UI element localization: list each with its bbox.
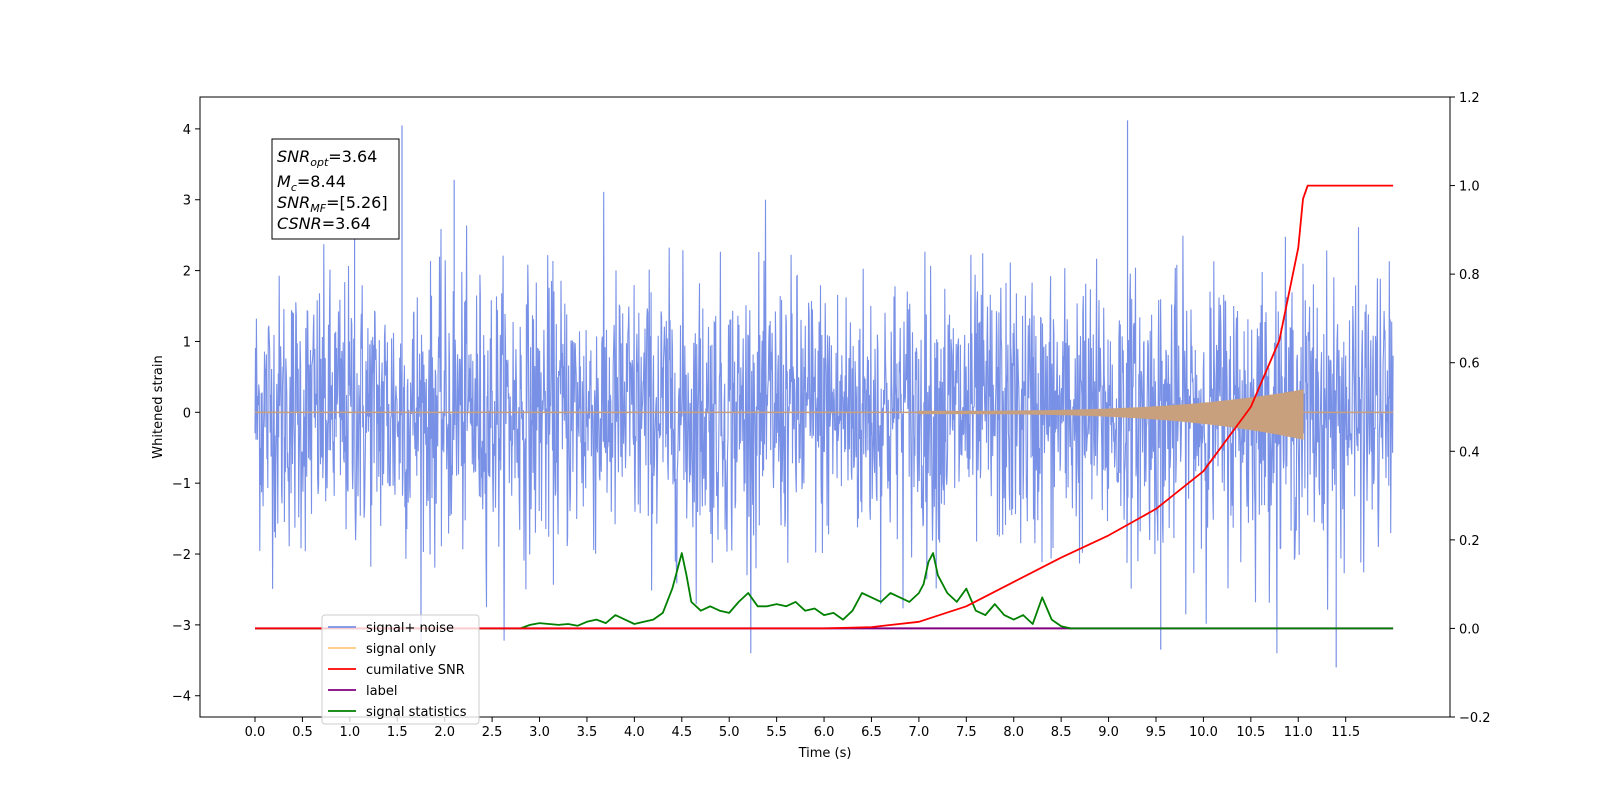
x-tick-label: 1.5 [387, 725, 408, 740]
info-box: SNRopt=3.64 Mc=8.44 SNRMF=[5.26] CSNR=3.… [271, 138, 400, 240]
y-tick-label: −1 [172, 477, 191, 492]
y-axis-ticks: −4 −3 −2 −1 0 1 2 3 4 [172, 123, 200, 705]
x-tick-label: 10.5 [1236, 725, 1265, 740]
x-axis-label: Time (s) [798, 746, 852, 761]
y-tick-label: 3 [183, 194, 191, 209]
y-axis-label: Whitened strain [151, 355, 166, 458]
x-tick-label: 2.5 [482, 725, 503, 740]
x-tick-label: 9.0 [1098, 725, 1119, 740]
mc-sub: c [291, 181, 297, 194]
x-tick-label: 5.5 [766, 725, 787, 740]
axes-frame [199, 96, 1451, 718]
plot-area [254, 120, 1394, 668]
x-tick-label: 0.5 [292, 725, 313, 740]
legend-label: signal only [366, 642, 436, 657]
y2-tick-label: 1.2 [1459, 91, 1480, 106]
snr-mf-value: =[5.26] [326, 193, 388, 212]
series-signal-noise [254, 191, 1394, 654]
x-tick-label: 8.0 [1003, 725, 1024, 740]
x-tick-label: 4.5 [671, 725, 692, 740]
y2-tick-label: −0.2 [1459, 711, 1491, 726]
legend-label: label [366, 684, 397, 699]
legend-label: signal statistics [366, 705, 467, 720]
x-tick-label: 6.0 [814, 725, 835, 740]
mc-symbol: M [277, 172, 291, 191]
x-tick-label: 1.0 [340, 725, 361, 740]
x-tick-label: 8.5 [1051, 725, 1072, 740]
mc-value: =8.44 [297, 172, 346, 191]
x-tick-label: 7.0 [909, 725, 930, 740]
y2-tick-label: 0.6 [1459, 357, 1480, 372]
y-tick-label: −2 [172, 548, 191, 563]
y2-tick-label: 1.0 [1459, 180, 1480, 195]
snr-opt-symbol: SNR [277, 147, 310, 166]
series-signal-only [918, 389, 1304, 440]
x-tick-label: 2.0 [434, 725, 455, 740]
x-tick-label: 10.0 [1189, 725, 1218, 740]
y-tick-label: 1 [183, 335, 191, 350]
svg-text:SNRopt=3.64: SNRopt=3.64 [277, 147, 377, 169]
legend-label: cumilative SNR [366, 663, 465, 678]
x-tick-label: 7.5 [956, 725, 977, 740]
svg-text:CSNR=3.64: CSNR=3.64 [277, 214, 371, 233]
x-tick-label: 9.5 [1146, 725, 1167, 740]
legend-label: signal+ noise [366, 621, 454, 636]
svg-text:SNRMF=[5.26]: SNRMF=[5.26] [277, 193, 388, 215]
x-tick-label: 4.0 [624, 725, 645, 740]
y-tick-label: 4 [183, 123, 191, 138]
y2-tick-label: 0.2 [1459, 534, 1480, 549]
y-tick-label: −3 [172, 619, 191, 634]
x-tick-label: 3.0 [529, 725, 550, 740]
y-tick-label: 0 [183, 406, 191, 421]
csnr-value: =3.64 [322, 214, 371, 233]
x-tick-label: 3.5 [577, 725, 598, 740]
series-signal-statistics [255, 552, 1394, 630]
x-tick-label: 0.0 [245, 725, 266, 740]
snr-mf-symbol: SNR [277, 193, 310, 212]
y2-tick-label: 0.8 [1459, 268, 1480, 283]
x-tick-label: 11.5 [1331, 725, 1360, 740]
y2-tick-label: 0.4 [1459, 445, 1480, 460]
svg-text:Mc=8.44: Mc=8.44 [277, 172, 346, 194]
snr-mf-sub: MF [310, 202, 326, 215]
snr-opt-sub: opt [310, 156, 329, 169]
series-cumulative-snr [255, 184, 1394, 630]
x-tick-label: 5.0 [719, 725, 740, 740]
x-tick-label: 6.5 [861, 725, 882, 740]
legend: signal+ noise signal only cumilative SNR la… [321, 614, 480, 725]
csnr-symbol: CSNR [277, 214, 322, 233]
y2-tick-label: 0.0 [1459, 622, 1480, 637]
y-tick-label: 2 [183, 265, 191, 280]
snr-opt-value: =3.64 [328, 147, 377, 166]
y2-axis-ticks: −0.2 0.0 0.2 0.4 0.6 0.8 1.0 1.2 [1450, 91, 1491, 726]
x-axis-ticks: 0.0 0.5 1.0 1.5 2.0 2.5 3.0 3.5 4.0 4.5 5.0 5.5 6.0 6… [245, 717, 1360, 740]
x-tick-label: 11.0 [1284, 725, 1313, 740]
y-tick-label: −4 [172, 690, 191, 705]
